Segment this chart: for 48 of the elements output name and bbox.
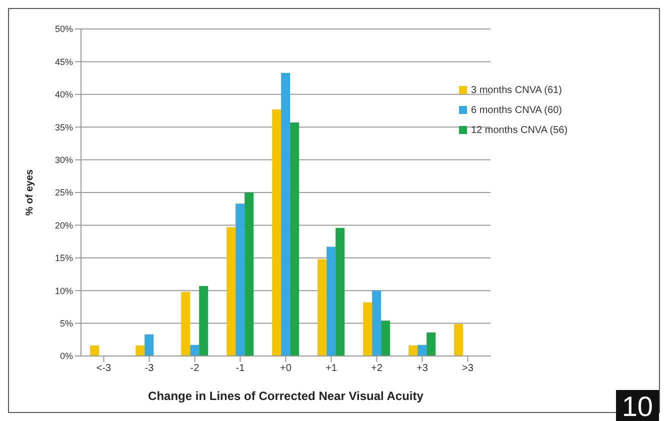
bar xyxy=(199,286,208,356)
bar xyxy=(144,334,154,356)
legend-label: 6 months CNVA (60) xyxy=(471,105,562,116)
x-tick-label: -3 xyxy=(144,363,154,374)
bar xyxy=(336,228,345,356)
y-tick-label: 25% xyxy=(54,188,73,198)
y-tick-label: 15% xyxy=(54,253,73,264)
text: 10 xyxy=(616,390,659,421)
x-tick-label: +1 xyxy=(326,363,338,374)
y-tick-label: 0% xyxy=(60,351,73,362)
y-tick-label: 45% xyxy=(54,56,73,67)
bar xyxy=(381,320,390,356)
y-tick-label: 5% xyxy=(60,318,73,328)
x-tick-label: >3 xyxy=(462,363,474,374)
bar xyxy=(181,292,190,356)
bar xyxy=(363,302,372,356)
bar xyxy=(318,259,327,356)
bar xyxy=(281,72,290,356)
x-tick-label: +2 xyxy=(371,363,383,374)
bar xyxy=(236,204,245,356)
y-axis-title: % of eyes xyxy=(24,169,36,216)
bar xyxy=(326,246,336,356)
y-tick-label: 50% xyxy=(54,24,73,34)
y-tick-label: 20% xyxy=(54,220,73,230)
x-axis-title: Change in Lines of Corrected Near Visual Acuity xyxy=(148,389,424,403)
x-tick-label: -2 xyxy=(190,363,200,374)
bar xyxy=(454,324,464,356)
y-tick-label: 40% xyxy=(54,90,73,100)
y-tick-label: 10% xyxy=(54,286,73,296)
bar xyxy=(244,192,254,356)
y-tick-label: 30% xyxy=(54,154,73,165)
x-tick-label: <-3 xyxy=(96,363,112,374)
bar xyxy=(426,332,436,356)
bar xyxy=(418,344,427,356)
bar xyxy=(136,346,145,356)
y-tick-label: 35% xyxy=(54,122,73,132)
bar xyxy=(290,122,300,356)
x-tick-label: +0 xyxy=(280,363,292,374)
bar xyxy=(226,227,236,356)
bar xyxy=(372,290,382,356)
x-tick-label: -1 xyxy=(236,363,246,374)
bar xyxy=(190,344,200,356)
bar xyxy=(90,346,100,356)
bar xyxy=(272,109,282,356)
legend-label: 3 months CNVA (61) xyxy=(471,85,562,96)
bar xyxy=(408,346,418,356)
legend-label: 12 months CNVA (56) xyxy=(471,125,568,136)
x-tick-label: +3 xyxy=(416,363,428,374)
